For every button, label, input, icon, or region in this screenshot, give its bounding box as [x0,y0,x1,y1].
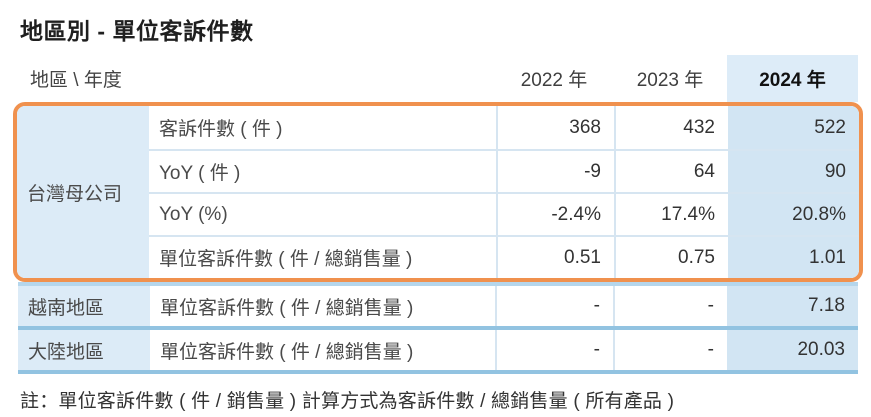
value-2023: 17.4% [614,192,728,235]
metric-label: 單位客訴件數 ( 件 / 總銷售量 ) [160,341,414,363]
value-2024: 7.18 [727,286,858,326]
value-2024: 522 [728,106,859,149]
taiwan-group-rows: 客訴件數 ( 件 ) 368 432 522 YoY ( 件 ) -9 64 9… [149,106,859,278]
year-header-2023: 2023 年 [636,70,704,91]
metric-label: 客訴件數 ( 件 ) [159,119,283,140]
value-2023: 64 [614,149,728,192]
region-label-mainland: 大陸地區 [18,330,150,370]
table-row: YoY (%) -2.4% 17.4% 20.8% [149,192,859,235]
region-label-taiwan: 台灣母公司 [17,106,149,278]
value-2024: 1.01 [728,235,859,278]
value-2024: 90 [728,149,859,192]
footnote: 註：單位客訴件數 ( 件 / 銷售量 ) 計算方式為客訴件數 / 總銷售量 ( … [20,391,675,412]
metric-label: 單位客訴件數 ( 件 / 總銷售量 ) [149,235,496,278]
table-bottom-separator [18,370,858,374]
value-2023: 0.75 [614,235,728,278]
value-2023: - [613,286,727,326]
table-row-mainland: 大陸地區 單位客訴件數 ( 件 / 總銷售量 ) - - 20.03 [18,326,858,370]
value-2023: - [613,330,727,370]
region-label-vietnam: 越南地區 [18,286,150,326]
complaints-by-region-table: 地區 \ 年度 2022 年 2023 年 2024 年 台灣母公司 客訴件數 … [13,55,863,374]
value-2022: 368 [496,106,614,149]
metric-label: YoY (%) [149,192,496,235]
value-2022: 0.51 [496,235,614,278]
table-row-vietnam: 越南地區 單位客訴件數 ( 件 / 總銷售量 ) - - 7.18 [18,282,858,326]
table-row: 客訴件數 ( 件 ) 368 432 522 [149,106,859,149]
value-2024: 20.03 [727,330,858,370]
year-header-2024: 2024 年 [727,55,858,102]
taiwan-parent-group: 台灣母公司 客訴件數 ( 件 ) 368 432 522 YoY ( 件 ) -… [13,102,863,282]
value-2022: -2.4% [496,192,614,235]
corner-label: 地區 \ 年度 [30,70,122,91]
table-row: YoY ( 件 ) -9 64 90 [149,149,859,192]
table-header-row: 地區 \ 年度 2022 年 2023 年 2024 年 [18,55,858,102]
value-2022: -9 [496,149,614,192]
page-title: 地區別 - 單位客訴件數 [20,18,254,44]
value-2023: 432 [614,106,728,149]
year-header-2022: 2022 年 [520,70,588,91]
value-2024: 20.8% [728,192,859,235]
metric-label: 單位客訴件數 ( 件 / 總銷售量 ) [160,297,414,319]
metric-label: YoY ( 件 ) [149,149,496,192]
value-2022: - [495,286,613,326]
table-row: 單位客訴件數 ( 件 / 總銷售量 ) 0.51 0.75 1.01 [149,235,859,278]
value-2022: - [495,330,613,370]
